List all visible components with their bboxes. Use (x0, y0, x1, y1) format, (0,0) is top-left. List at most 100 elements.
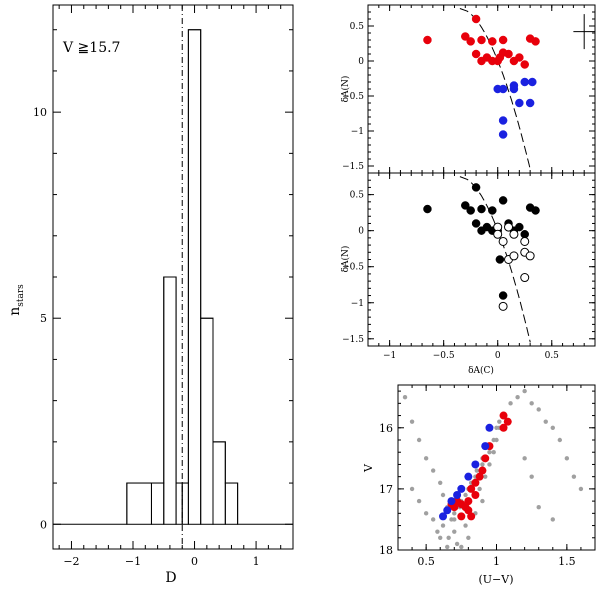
cmd-point-field (463, 492, 468, 498)
scatter-middle-y-label: δA(N) (340, 246, 351, 273)
cmd-point-red (471, 478, 480, 487)
cmd-point-field (466, 535, 471, 540)
x-tick-label: 0.5 (545, 351, 560, 361)
data-point-filled (423, 204, 432, 214)
cmd-point-red (499, 423, 508, 432)
data-point-red (488, 37, 497, 46)
data-point-open (525, 251, 535, 261)
cmd-point-field (416, 498, 422, 504)
histogram-bar (175, 482, 183, 525)
data-point-filled (471, 183, 481, 192)
cmd-point-blue (457, 484, 466, 493)
cmd-point-field (487, 462, 492, 467)
hist-y-tick-label: 0 (40, 518, 47, 531)
cmd-point-field (522, 456, 527, 461)
data-point-blue (498, 130, 508, 139)
cmd-point-red (471, 491, 480, 499)
y-tick-label: −0.5 (342, 263, 364, 273)
cmd-point-red (475, 472, 484, 481)
cmd-point-field (452, 511, 457, 516)
cmd-panel: V (U−V) 0.5 1 1.5 16 17 18 (362, 384, 596, 586)
cmd-x-label: (U−V) (478, 573, 513, 586)
data-point-blue (520, 77, 529, 87)
y-tick-label: −0.5 (342, 92, 364, 102)
cmd-point-red (467, 512, 476, 521)
reference-curve (459, 8, 531, 170)
cmd-point-field (440, 523, 446, 528)
hist-y-tick-label: 5 (40, 312, 47, 325)
cmd-point-field (480, 498, 485, 504)
cmd-point-field (477, 486, 482, 492)
cmd-point-field (459, 544, 464, 550)
cmd-point-field (564, 456, 570, 461)
data-point-blue (509, 81, 519, 90)
cmd-point-field (416, 437, 422, 443)
histogram-bar (200, 317, 214, 525)
y-tick-label: 0 (358, 227, 364, 237)
data-point-filled (495, 255, 505, 264)
cmd-point-field (402, 395, 408, 400)
y-tick-label: 0 (358, 57, 364, 67)
cmd-point-field (529, 474, 534, 479)
cmd-point-field (435, 529, 440, 534)
cmd-point-field (438, 480, 443, 485)
cmd-point-blue (471, 460, 480, 469)
data-point-red (495, 53, 505, 62)
cmd-point-field (494, 425, 499, 430)
hist-x-tick-label: 1 (253, 555, 260, 568)
data-point-filled (515, 222, 524, 232)
data-point-red (477, 56, 486, 66)
data-point-filled (498, 291, 508, 300)
cmd-point-field (483, 474, 488, 479)
cmd-y-tick-label: 16 (379, 422, 393, 435)
cmd-point-field (487, 450, 492, 455)
data-point-red (466, 37, 475, 46)
cmd-point-field (430, 468, 436, 473)
cmd-y-tick-label: 17 (379, 483, 393, 496)
data-point-open (509, 229, 519, 239)
data-point-open (509, 251, 519, 261)
scatter-middle-frame (367, 172, 596, 347)
x-tick-label: −0.5 (433, 351, 455, 361)
cmd-point-field (463, 523, 468, 528)
scatter-middle-x-label: δA(C) (468, 365, 494, 376)
cmd-point-field (423, 511, 429, 516)
data-point-filled (466, 206, 475, 215)
cmd-point-blue (464, 472, 473, 481)
cmd-point-blue (443, 506, 452, 515)
data-point-filled (461, 201, 470, 210)
cmd-y-label: V (362, 463, 375, 473)
histogram-bar (126, 482, 152, 525)
cmd-point-field (550, 517, 555, 522)
histogram-y-label: nstars (7, 284, 26, 316)
hist-x-tick-label: −1 (125, 555, 141, 568)
cmd-point-red (478, 466, 487, 475)
hist-x-tick-label: 0 (191, 555, 198, 568)
cmd-point-field (446, 535, 451, 540)
cmd-frame (397, 384, 596, 551)
data-point-open (504, 222, 514, 232)
cmd-point-field (508, 401, 513, 406)
data-point-red (498, 35, 508, 45)
hist-y-tick-label: 10 (33, 106, 47, 119)
cmd-point-field (409, 419, 415, 424)
cmd-point-blue (453, 491, 462, 499)
scatter-panel-top: δA(N) 0.5 0 −0.5 −1 −1.5 (340, 4, 596, 174)
cmd-point-field (529, 401, 534, 406)
cmd-point-red (503, 417, 512, 426)
histogram-y-label-main: n (7, 307, 23, 316)
cmd-point-field (522, 388, 527, 394)
data-point-open (493, 229, 503, 239)
cmd-point-field (440, 492, 446, 498)
scatter-top-frame (367, 4, 596, 174)
cmd-x-tick-label: 1.5 (558, 555, 576, 568)
histogram-bar (212, 441, 226, 525)
histogram-bar (187, 29, 202, 525)
cmd-point-field (480, 462, 485, 467)
cmd-point-field (491, 450, 496, 455)
data-point-red (471, 14, 481, 24)
cmd-point-blue (485, 423, 494, 432)
y-tick-label: −1 (351, 127, 364, 137)
data-point-blue (498, 116, 508, 125)
